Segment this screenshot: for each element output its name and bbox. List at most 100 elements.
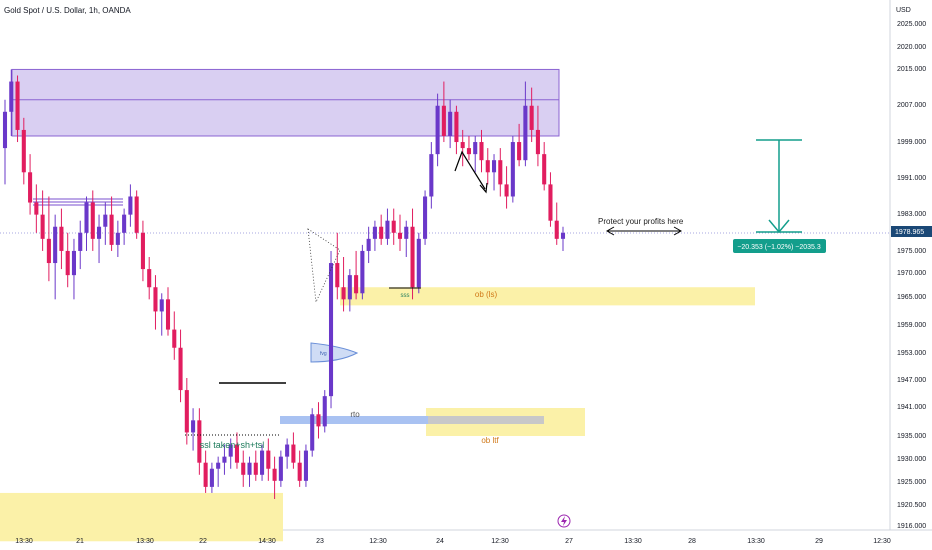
candle-body	[209, 468, 214, 487]
candle-body	[153, 287, 158, 312]
candle-body	[460, 142, 465, 149]
candle-body	[216, 462, 221, 469]
candle-body	[473, 142, 478, 155]
candle-body	[529, 105, 534, 130]
candle-body	[310, 414, 315, 451]
x-tick-label: 12:30	[369, 538, 387, 545]
protect-label: Protect your profits here	[598, 217, 684, 226]
x-tick-label: 14:30	[258, 538, 276, 545]
measure-badge	[733, 239, 826, 253]
candle-body	[454, 111, 459, 143]
candle-body	[197, 420, 202, 463]
candle-body	[272, 468, 277, 481]
y-tick-label: 1947.000	[897, 377, 926, 384]
arrow-head	[479, 182, 488, 194]
y-tick-label: 2020.000	[897, 44, 926, 51]
candle-body	[322, 396, 327, 427]
candle-body	[278, 456, 283, 481]
candle-body	[479, 142, 484, 161]
candle-body	[71, 250, 77, 276]
supply-zone	[11, 68, 560, 137]
candle-body	[404, 226, 409, 239]
x-tick-label: 13:30	[747, 538, 765, 545]
candle-body	[247, 462, 252, 475]
candle-body	[109, 214, 114, 245]
y-tick-label: 1916.000	[897, 523, 926, 530]
candle-body	[228, 444, 233, 457]
candle-body	[165, 299, 171, 330]
candle-body	[84, 202, 89, 233]
candle-body	[134, 196, 139, 233]
candle-body	[184, 390, 189, 433]
lightning-icon[interactable]	[557, 514, 571, 528]
candle-body	[191, 420, 196, 433]
candle-body	[178, 347, 183, 391]
candle-body	[554, 220, 559, 239]
last-price-label: 1978.965	[895, 229, 924, 236]
candle-body	[65, 250, 70, 276]
candle-body	[372, 226, 377, 239]
candle-body	[448, 111, 453, 136]
rto-label: rto	[350, 410, 360, 419]
candle-body	[222, 456, 227, 463]
candle-body	[366, 238, 371, 251]
candle-body	[548, 184, 553, 221]
candle-body	[385, 220, 390, 239]
candle-body	[379, 226, 384, 239]
candle-body	[328, 263, 334, 397]
x-tick-label: 13:30	[624, 538, 642, 545]
x-tick-label: 13:30	[136, 538, 154, 545]
candle-body	[297, 462, 302, 481]
x-tick-label: 27	[565, 538, 573, 545]
candle-body	[416, 238, 421, 288]
candle-body	[303, 450, 308, 481]
x-tick-label: 21	[76, 538, 84, 545]
x-tick-label: 12:30	[873, 538, 891, 545]
measure-arrowhead	[768, 219, 790, 234]
candle-body	[234, 444, 240, 463]
y-tick-label: 1941.000	[897, 404, 926, 411]
ob-ls-zone	[340, 287, 755, 306]
chart-title: Gold Spot / U.S. Dollar, 1h, OANDA	[4, 6, 131, 15]
sss-label: sss	[401, 293, 410, 299]
y-tick-label: 1920.500	[897, 502, 926, 509]
rto-bar	[280, 416, 544, 424]
x-tick-label: 12:30	[491, 538, 509, 545]
candle-body	[397, 232, 403, 239]
candle-body	[260, 450, 265, 475]
candle-body	[147, 269, 152, 288]
candle-body	[53, 226, 58, 264]
candle-body	[360, 250, 365, 294]
candle-body	[542, 154, 547, 185]
candle-body	[241, 462, 246, 475]
pattern-triangle	[307, 228, 341, 304]
y-tick-label: 1925.000	[897, 479, 926, 486]
x-tick-label: 13:30	[15, 538, 33, 545]
candle-body	[59, 226, 64, 251]
candle-body	[435, 105, 440, 155]
candle-body	[485, 160, 490, 173]
x-tick-label: 22	[199, 538, 207, 545]
candle-body	[159, 299, 164, 312]
candle-body	[122, 214, 127, 233]
x-tick-label: 28	[688, 538, 696, 545]
candle-body	[341, 287, 346, 300]
candle-body	[253, 462, 258, 475]
candle-body	[335, 263, 340, 288]
x-tick-label: 23	[316, 538, 324, 545]
candle-body	[354, 275, 359, 294]
candle-body	[128, 196, 133, 215]
candle-body	[285, 444, 290, 457]
double-arrow-right-head	[673, 226, 683, 236]
candle-body	[410, 226, 415, 288]
y-tick-label: 1965.000	[897, 294, 926, 301]
candle-body	[9, 81, 14, 112]
candle-body	[466, 148, 471, 155]
ssl-zone	[0, 492, 283, 542]
candle-body	[441, 105, 446, 136]
y-tick-label: 1970.000	[897, 270, 926, 277]
candles-series	[2, 69, 566, 499]
ob-ltf-label: ob ltf	[481, 436, 499, 445]
ob-ls-label: ob (ls)	[475, 290, 498, 299]
